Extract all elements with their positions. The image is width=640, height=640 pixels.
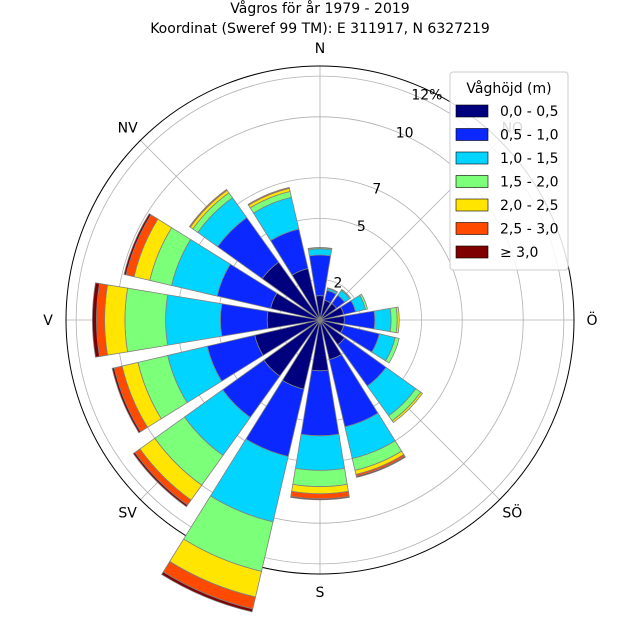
- bar-sector-10-bin-6: [132, 451, 189, 508]
- direction-label-5: SV: [118, 505, 137, 521]
- bar-sector-8-bin-6: [290, 495, 350, 501]
- chart-subtitle: Koordinat (Sweref 99 TM): E 311917, N 63…: [150, 21, 490, 37]
- legend-label-1: 0,5 - 1,0: [500, 128, 558, 144]
- direction-label-2: Ö: [586, 311, 597, 329]
- bar-sector-15-bin-5: [247, 186, 290, 206]
- legend-items: 0,0 - 0,5 0,5 - 1,0 1,0 - 1,5 1,5 - 2,0 2,0 …: [455, 104, 558, 261]
- radial-tick-label-3: 10: [396, 125, 414, 141]
- bar-sector-4-bin-3: [389, 306, 398, 334]
- outer-circle: [65, 65, 575, 575]
- bar-sector-4-bin-2: [373, 307, 392, 333]
- direction-label-0: N: [315, 41, 325, 57]
- legend-title: Våghöjd (m): [466, 80, 551, 97]
- radial-tick-label-2: 7: [372, 182, 381, 198]
- bar-sector-3-bin-3: [359, 293, 368, 310]
- bar-sector-5-bin-3: [385, 337, 400, 364]
- bar-sector-14-bin-5: [188, 188, 228, 228]
- legend-label-0: 0,0 - 0,5: [500, 104, 558, 120]
- legend: Våghöjd (m) 0,0 - 0,5 0,5 - 1,0 1,0 - 1,5 1…: [449, 71, 569, 271]
- radial-tick-labels: 2 5 7 10 12%: [334, 88, 443, 292]
- bar-sector-9-bin-6: [161, 571, 254, 613]
- direction-label-4: S: [316, 585, 325, 601]
- legend-swatch-4: [455, 198, 489, 212]
- bar-sector-7-bin-6: [355, 455, 406, 478]
- bar-sector-12-bin-3: [124, 287, 169, 353]
- legend-label-4: 2,0 - 2,5: [500, 198, 558, 214]
- legend-swatch-2: [455, 151, 489, 165]
- bar-sector-2-bin-3: [340, 288, 352, 300]
- bar-sector-0-bin-2: [307, 248, 333, 257]
- legend-frame: [449, 71, 569, 271]
- bar-sector-12-bin-1: [220, 303, 269, 337]
- legend-label-3: 1,5 - 2,0: [500, 175, 558, 191]
- legend-label-5: 2,5 - 3,0: [500, 222, 558, 238]
- bar-sector-0-bin-4: [307, 247, 333, 250]
- radial-tick-label-1: 5: [357, 219, 366, 235]
- legend-swatch-5: [455, 222, 489, 235]
- bar-sector-8-bin-2: [294, 433, 346, 471]
- legend-label-6: ≥ 3,0: [500, 245, 538, 261]
- bar-sector-13-bin-6: [123, 213, 152, 276]
- bar-sector-12-bin-4: [104, 284, 129, 356]
- bar-sector-1-bin-3: [326, 287, 339, 293]
- legend-swatch-0: [455, 104, 489, 118]
- direction-label-7: NV: [118, 121, 138, 137]
- radial-tick-label-0: 2: [334, 275, 343, 291]
- bar-sector-4-bin-4: [395, 306, 400, 334]
- legend-label-2: 1,0 - 1,5: [500, 151, 558, 167]
- legend-swatch-3: [455, 175, 489, 188]
- legend-swatch-1: [455, 128, 489, 141]
- direction-label-6: V: [43, 313, 53, 329]
- bar-sector-12-bin-2: [165, 294, 223, 346]
- bar-sector-8-bin-3: [292, 467, 348, 488]
- radial-tick-label-4: 12%: [411, 88, 442, 104]
- bar-sector-8-bin-1: [300, 369, 340, 437]
- bar-sector-11-bin-6: [111, 367, 142, 434]
- chart-title: Vågros för år 1979 - 2019: [230, 0, 409, 17]
- sector-bars: [92, 186, 423, 613]
- legend-swatch-6: [455, 245, 489, 259]
- direction-label-3: SÖ: [502, 503, 522, 521]
- bar-sector-6-bin-4: [391, 391, 423, 423]
- bar-sector-12-bin-6: [92, 282, 100, 358]
